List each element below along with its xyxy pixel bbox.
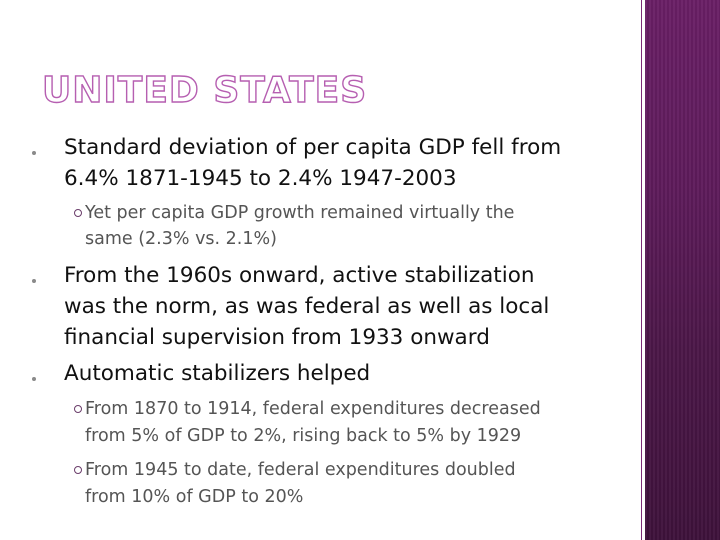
slide-title: UNITED STATES [41, 69, 368, 111]
sub-bullet-3-2-line-1: From 1945 to date, federal expenditures … [85, 460, 516, 480]
bullet-2-line-2: was the norm, as was federal as well as … [64, 294, 550, 319]
sub-bullet-3-1-line-1: From 1870 to 1914, federal expenditures … [85, 399, 541, 419]
side-decorative-band [645, 0, 720, 540]
sub-bullet-1-1-line-2: same (2.3% vs. 2.1%) [85, 229, 277, 249]
sub-bullet-marker [74, 405, 82, 413]
bullet-3-line-1: Automatic stabilizers helped [64, 361, 371, 386]
bullet-marker [32, 377, 36, 381]
bullet-1-line-2: 6.4% 1871-1945 to 2.4% 1947-2003 [64, 166, 457, 191]
bullet-marker [32, 279, 36, 283]
bullet-2-line-3: financial supervision from 1933 onward [64, 325, 490, 350]
bullet-marker [32, 151, 36, 155]
bullet-2-line-1: From the 1960s onward, active stabilizat… [64, 263, 535, 288]
sub-bullet-1-1-line-1: Yet per capita GDP growth remained virtu… [85, 203, 515, 223]
sub-bullet-marker [74, 466, 82, 474]
sub-bullet-3-1-line-2: from 5% of GDP to 2%, rising back to 5% … [85, 426, 522, 446]
bullet-1-line-1: Standard deviation of per capita GDP fel… [64, 135, 562, 160]
sub-bullet-3-2-line-2: from 10% of GDP to 20% [85, 487, 304, 507]
side-divider-line [641, 0, 642, 540]
sub-bullet-marker [74, 209, 82, 217]
